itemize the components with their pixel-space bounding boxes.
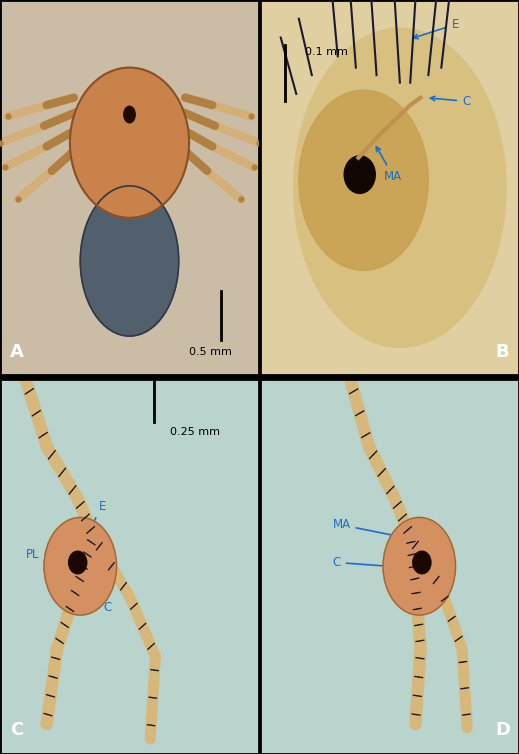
Ellipse shape <box>344 156 375 193</box>
Ellipse shape <box>294 28 506 348</box>
Ellipse shape <box>44 517 117 615</box>
Text: MA: MA <box>376 147 402 183</box>
Text: E: E <box>413 18 459 38</box>
Text: B: B <box>496 343 509 360</box>
Text: E: E <box>90 500 106 529</box>
Ellipse shape <box>70 68 189 218</box>
Text: D: D <box>496 722 511 739</box>
Ellipse shape <box>80 186 179 336</box>
Circle shape <box>124 106 135 123</box>
Ellipse shape <box>69 551 87 574</box>
Text: A: A <box>10 343 24 360</box>
Text: MA: MA <box>333 519 412 541</box>
Text: C: C <box>333 556 411 570</box>
Text: 0.1 mm: 0.1 mm <box>305 47 348 57</box>
Text: C: C <box>10 722 23 739</box>
Text: 0.25 mm: 0.25 mm <box>170 428 220 437</box>
Ellipse shape <box>383 517 456 615</box>
Text: C: C <box>430 95 470 108</box>
Text: C: C <box>93 584 112 614</box>
Ellipse shape <box>299 90 428 271</box>
Text: 0.5 mm: 0.5 mm <box>189 348 232 357</box>
Ellipse shape <box>413 551 431 574</box>
Text: PL: PL <box>26 548 69 562</box>
